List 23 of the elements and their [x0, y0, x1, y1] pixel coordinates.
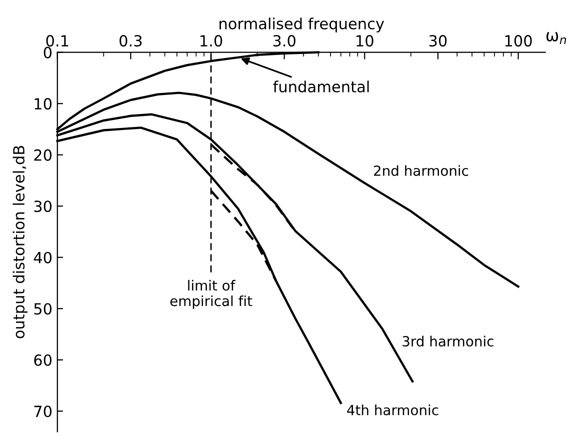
x-tick-label: 30 — [429, 35, 447, 47]
series-label: 4th harmonic — [347, 404, 438, 416]
y-tick-label: 50 — [34, 303, 52, 315]
x-tick-label: 10 — [356, 35, 374, 47]
y-axis-title: output distortion level,dB — [12, 146, 28, 338]
x-axis-title: normalised frequency — [220, 18, 384, 32]
y-tick-label: 70 — [34, 406, 52, 418]
x-tick-label: 1.0 — [200, 35, 222, 47]
x-tick-label: 0.1 — [46, 35, 68, 47]
x-tick-label: 3.0 — [273, 35, 296, 47]
text: ω$_{n}$ — [546, 32, 566, 44]
y-tick-label: 40 — [34, 252, 52, 264]
y-tick-label: 0 — [44, 46, 52, 58]
annotation: fundamental — [273, 80, 369, 92]
y-tick-label: 60 — [34, 354, 52, 366]
y-tick-label: 30 — [34, 200, 52, 212]
series-label: 2nd harmonic — [374, 165, 468, 176]
series-label: 3rd harmonic — [402, 336, 494, 347]
y-tick-label: 10 — [34, 98, 52, 110]
x-tick-label: 100 — [505, 35, 532, 47]
ref-line-label: limit of empirical fit — [170, 280, 252, 309]
x-tick-label: 0.3 — [120, 35, 142, 47]
y-tick-label: 20 — [34, 149, 52, 161]
